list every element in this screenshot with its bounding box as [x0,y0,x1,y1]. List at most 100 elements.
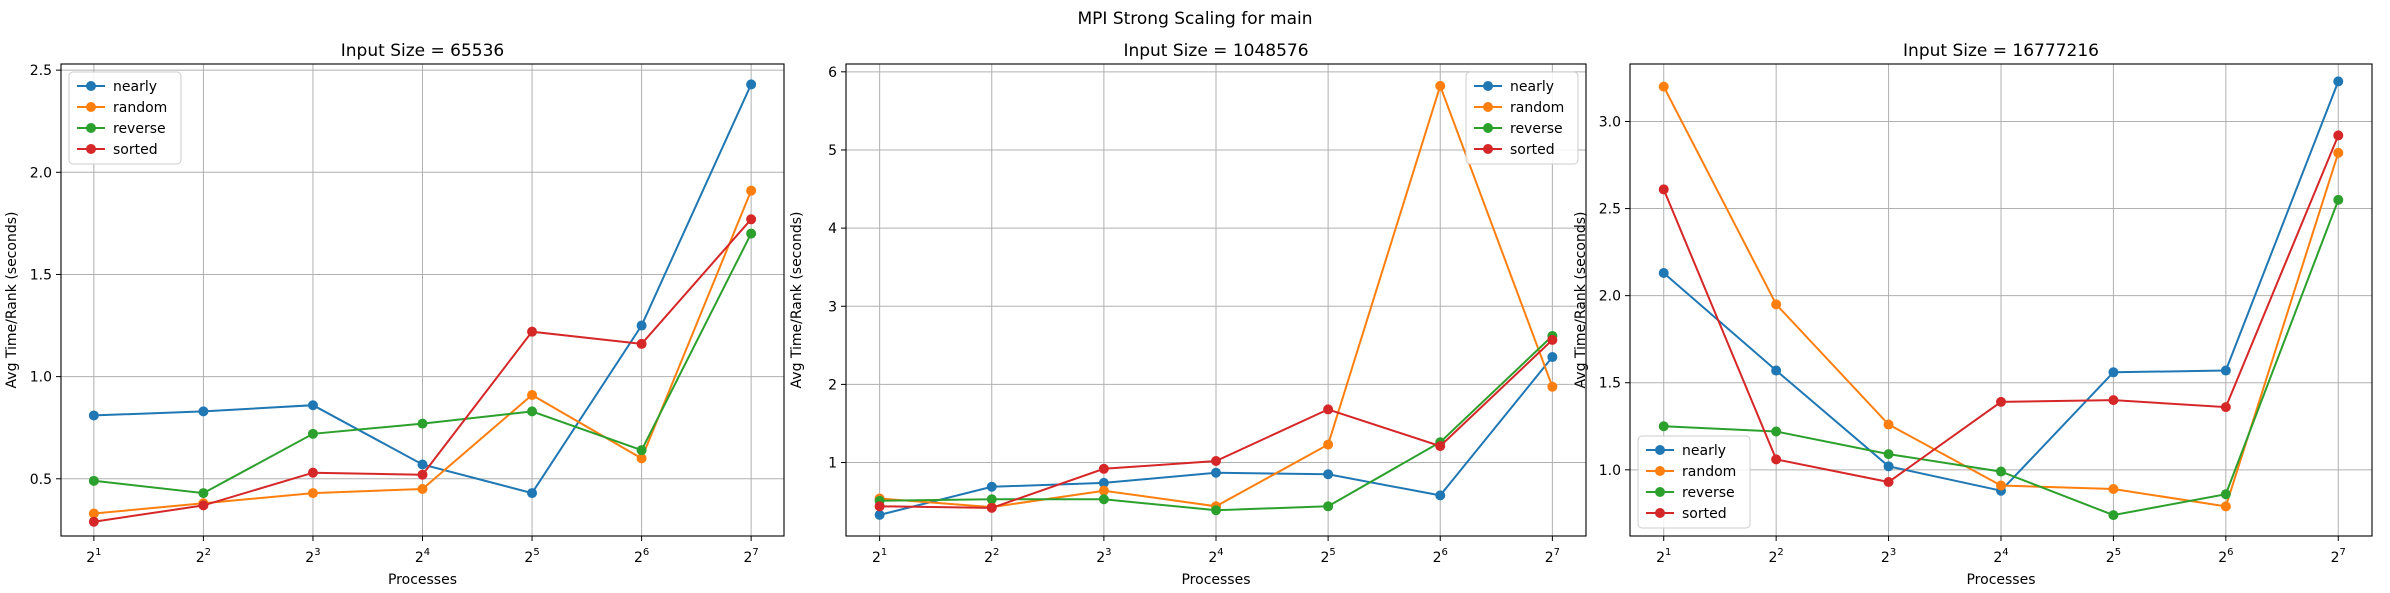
legend-marker-random [1655,466,1665,476]
x-tick-label: 24 [1993,547,2008,566]
x-tick-label-exponent: 6 [2227,547,2233,558]
data-point-sorted [198,500,209,511]
data-point-reverse [88,475,99,486]
data-point-nearly [2220,365,2231,376]
data-point-reverse [2333,194,2344,205]
data-point-random [88,508,99,519]
x-tick-label-exponent: 5 [2115,547,2121,558]
x-tick-label-exponent: 6 [1442,547,1448,558]
data-point-sorted [1996,396,2006,407]
data-point-nearly [307,400,318,411]
legend-marker-sorted [1655,508,1665,518]
data-point-nearly [746,79,757,90]
x-tick-label-base: 2 [1208,550,1217,566]
legend-label-nearly: nearly [113,79,157,95]
series-reverse [88,228,757,499]
y-tick-label: 5 [828,143,837,159]
data-point-random [527,390,538,401]
legend-marker-nearly [86,81,96,91]
data-point-nearly [1435,490,1446,501]
x-tick-label-exponent: 5 [1329,547,1335,558]
legend-box [1465,71,1579,165]
x-tick-label-exponent: 3 [1105,547,1111,558]
data-point-reverse [1771,426,1782,437]
legend-marker-nearly [1655,445,1665,455]
x-tick-label-base: 2 [2218,550,2227,566]
series-sorted [1658,130,2344,488]
x-tick-label-base: 2 [1769,550,1778,566]
x-tick-label-base: 2 [1096,550,1105,566]
chart-panels: 21 22 23 24 25 26 270.51.01.52.02.5ProcessesAv… [4,41,2373,588]
legend-marker-sorted [1483,144,1493,154]
series-reverse [1658,194,2344,521]
x-tick-label-base: 2 [415,550,424,566]
x-tick-label-exponent: 3 [1890,547,1896,558]
data-point-random [2220,501,2231,512]
x-tick-label-base: 2 [1433,550,1442,566]
x-tick-label-exponent: 2 [993,547,999,558]
data-point-sorted [986,502,997,513]
data-point-sorted [746,214,757,225]
data-point-nearly [417,459,428,470]
legend-label-reverse: reverse [1510,121,1563,137]
x-tick-label-base: 2 [524,550,533,566]
x-tick-label-base: 2 [1881,550,1890,566]
x-tick-label: 26 [1433,547,1448,566]
data-point-random [1658,81,1669,92]
x-tick-label-base: 2 [2106,550,2115,566]
x-tick-label-exponent: 2 [205,547,211,558]
x-tick-label-base: 2 [872,550,881,566]
legend-marker-reverse [1655,487,1665,497]
data-point-nearly [2333,76,2344,87]
legend-box [68,71,182,165]
data-point-reverse [636,445,647,456]
data-point-nearly [1658,268,1669,279]
data-point-sorted [2220,402,2231,413]
data-point-sorted [1658,184,1669,195]
data-point-random [1771,299,1782,310]
data-point-sorted [307,467,318,478]
data-point-sorted [1435,441,1446,452]
data-point-random [1323,439,1334,450]
x-tick-label: 23 [1881,547,1896,566]
data-point-random [636,453,647,464]
chart-panel-3: 21 22 23 24 25 26 271.01.52.02.53.0ProcessesAv… [1573,41,2373,588]
x-tick-label-base: 2 [1545,550,1554,566]
data-point-nearly [636,320,647,331]
x-tick-label: 27 [1545,547,1560,566]
data-point-random [1547,381,1558,392]
x-tick-label-exponent: 7 [752,547,758,558]
data-point-random [1883,419,1894,430]
legend-marker-sorted [86,144,96,154]
x-tick-label: 24 [1208,547,1223,566]
data-point-random [2108,483,2119,494]
y-tick-label: 3.0 [1599,114,1621,130]
data-point-sorted [1883,477,1894,488]
x-tick-label: 25 [2106,547,2121,566]
legend-marker-nearly [1483,81,1493,91]
data-point-reverse [1211,505,1221,516]
x-tick-label-base: 2 [1656,550,1665,566]
x-tick-label-base: 2 [984,550,993,566]
y-tick-label: 1.5 [30,267,52,283]
data-point-nearly [198,406,209,417]
x-tick-label-exponent: 4 [1217,547,1223,558]
legend-label-sorted: sorted [1682,506,1727,522]
x-tick-label: 21 [1656,547,1671,566]
x-tick-label-base: 2 [1320,550,1329,566]
series-sorted [88,214,757,527]
data-point-nearly [527,488,538,499]
data-point-sorted [1771,454,1782,465]
data-point-nearly [986,481,997,492]
legend-box [1637,435,1751,529]
x-axis-label: Processes [1966,572,2035,588]
legend: nearly random reverse sorted [1465,71,1579,165]
data-point-sorted [2108,395,2119,406]
data-point-reverse [1996,466,2006,477]
x-tick-label-exponent: 7 [1554,547,1560,558]
legend-label-random: random [1682,464,1736,480]
x-tick-label: 21 [86,547,101,566]
data-point-reverse [1098,494,1109,505]
